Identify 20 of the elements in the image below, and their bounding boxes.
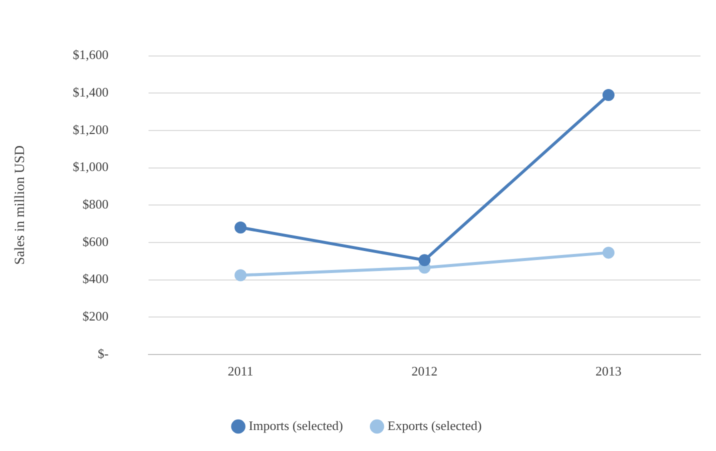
point	[234, 269, 247, 282]
point	[602, 88, 615, 101]
y-tick-label: $400	[82, 271, 109, 286]
legend-label: Exports (selected)	[388, 418, 482, 433]
y-axis-title: Sales in million USD	[13, 145, 28, 265]
y-tick-label: $600	[82, 234, 109, 249]
y-tick-label: $200	[82, 308, 109, 324]
point	[602, 246, 615, 259]
point	[418, 254, 431, 266]
y-tick-label: $800	[82, 196, 109, 212]
point	[234, 221, 247, 234]
y-tick-label: $1,400	[72, 84, 109, 100]
y-tick-label: $-	[98, 346, 109, 361]
legend-label: Imports (selected)	[248, 418, 344, 433]
x-tick-label: 2012	[412, 364, 438, 379]
x-tick-label: 2013	[596, 364, 622, 379]
y-tick-label: $1,200	[72, 122, 109, 137]
y-tick-label: $1,600	[72, 47, 109, 62]
x-tick-label: 2011	[228, 364, 254, 379]
y-tick-label: $1,000	[72, 159, 109, 174]
